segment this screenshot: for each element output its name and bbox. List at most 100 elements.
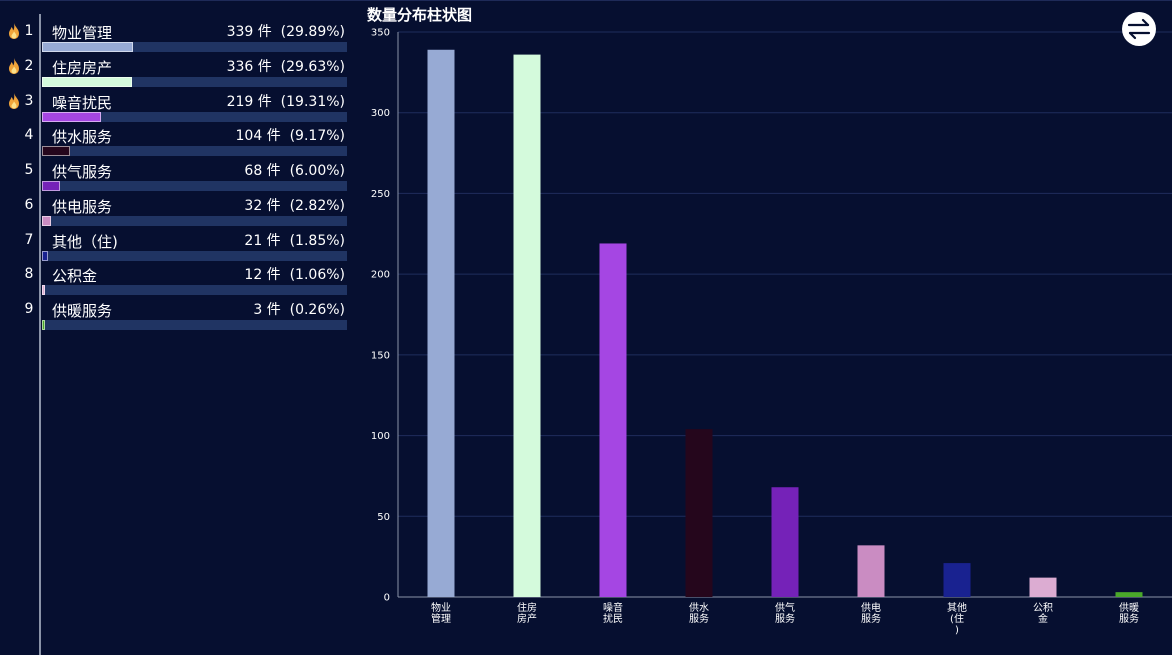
rank-progress-fill bbox=[42, 320, 45, 330]
rank-value: 104 件 (9.17%) bbox=[235, 128, 345, 145]
rank-progress-fill bbox=[42, 42, 134, 52]
rank-label: 供电服务 bbox=[52, 197, 113, 216]
rank-value: 68 件 (6.00%) bbox=[244, 163, 345, 179]
y-tick-label: 250 bbox=[371, 189, 390, 200]
rank-number: 4 bbox=[24, 127, 34, 144]
bar-9 bbox=[1115, 592, 1143, 597]
bar-1 bbox=[427, 49, 455, 597]
x-tick-label: 扰民 bbox=[603, 612, 623, 625]
x-tick-label: 其他 bbox=[947, 601, 967, 614]
rank-progress-track bbox=[42, 215, 347, 226]
rank-value: 21 件 (1.85%) bbox=[244, 232, 345, 249]
rank-value: 3 件 (0.26%) bbox=[253, 302, 345, 318]
rank-progress-track bbox=[42, 181, 347, 191]
rank-progress-track bbox=[42, 111, 347, 122]
rank-progress-fill bbox=[42, 76, 133, 87]
x-tick-label: 服务 bbox=[689, 612, 709, 625]
x-tick-label: 供暖 bbox=[1119, 601, 1139, 614]
rank-progress-fill bbox=[42, 181, 61, 191]
rank-row: 3 噪音扰民 219 件 (19.31%) bbox=[0, 82, 360, 122]
rank-label: 供暖服务 bbox=[52, 302, 113, 320]
x-tick-label: 物业 bbox=[431, 601, 451, 614]
x-tick-label: 供气 bbox=[775, 601, 795, 614]
x-tick-label: 公积 bbox=[1033, 602, 1053, 614]
rank-label: 物业管理 bbox=[52, 24, 113, 42]
rank-row: 2 住房房产 336 件 (29.63%) bbox=[0, 47, 360, 87]
rank-number: 1 bbox=[24, 23, 34, 39]
rank-label: 公积金 bbox=[52, 267, 98, 286]
rank-value: 336 件 (29.63%) bbox=[226, 58, 345, 75]
rank-progress-fill bbox=[42, 111, 101, 122]
rank-label: 住房房产 bbox=[52, 58, 113, 77]
rank-row: 5 供气服务 68 件 (6.00%) bbox=[0, 151, 360, 191]
bar-5 bbox=[771, 487, 799, 597]
list-divider bbox=[39, 14, 41, 655]
rank-label: 其他（住) bbox=[52, 232, 118, 251]
y-tick-label: 150 bbox=[371, 350, 390, 361]
rank-progress-track bbox=[42, 285, 347, 296]
rank-progress-track bbox=[42, 250, 347, 261]
rank-progress-track bbox=[42, 76, 347, 87]
y-tick-label: 300 bbox=[371, 108, 390, 119]
rank-value: 339 件 (29.89%) bbox=[226, 24, 345, 40]
rank-number: 8 bbox=[24, 266, 34, 283]
rank-row: 9 供暖服务 3 件 (0.26%) bbox=[0, 290, 360, 330]
rank-label: 噪音扰民 bbox=[52, 93, 113, 112]
rank-row: 1 物业管理 339 件 (29.89%) bbox=[0, 12, 360, 52]
x-tick-label: 供电 bbox=[861, 601, 881, 614]
bar-8 bbox=[1029, 577, 1057, 597]
bar-7 bbox=[943, 563, 971, 597]
rank-row: 8 公积金 12 件 (1.06%) bbox=[0, 255, 360, 296]
rank-value: 32 件 (2.82%) bbox=[244, 197, 345, 214]
rank-number: 3 bbox=[24, 92, 34, 109]
rank-progress-track bbox=[42, 146, 347, 157]
flame-icon bbox=[9, 23, 19, 39]
x-tick-label: (住 bbox=[950, 612, 964, 625]
rank-number: 2 bbox=[24, 57, 34, 74]
y-tick-label: 200 bbox=[371, 270, 390, 281]
rank-progress-track bbox=[42, 42, 347, 52]
ranking-list: 1 物业管理 339 件 (29.89%) 2 住房房产 336 件 (29.63%) 3 噪… bbox=[0, 0, 360, 655]
rank-progress-fill bbox=[42, 215, 51, 226]
rank-progress-track bbox=[42, 320, 347, 330]
x-tick-label: 噪音 bbox=[603, 601, 623, 614]
flame-icon bbox=[9, 57, 19, 74]
x-tick-label: 金 bbox=[1038, 612, 1048, 625]
rank-progress-fill bbox=[42, 146, 70, 157]
top-border bbox=[0, 0, 1172, 1]
rank-progress-fill bbox=[42, 250, 48, 261]
x-tick-label: 管理 bbox=[431, 612, 451, 625]
x-tick-label: 住房 bbox=[517, 601, 537, 614]
y-tick-label: 50 bbox=[377, 512, 390, 523]
chart-title: 数量分布柱状图 bbox=[367, 6, 473, 24]
x-tick-label: 服务 bbox=[861, 612, 881, 625]
y-tick-label: 350 bbox=[371, 28, 390, 39]
swap-arrows-icon bbox=[1127, 18, 1151, 40]
x-tick-label: 服务 bbox=[1119, 612, 1139, 625]
rank-number: 5 bbox=[24, 162, 34, 178]
rank-label: 供气服务 bbox=[52, 163, 113, 181]
bar-4 bbox=[685, 429, 713, 597]
x-tick-label: 服务 bbox=[775, 612, 795, 625]
x-tick-label: 房产 bbox=[517, 612, 537, 625]
toggle-chart-button[interactable] bbox=[1122, 12, 1156, 46]
bar-6 bbox=[857, 545, 885, 597]
rank-row: 6 供电服务 32 件 (2.82%) bbox=[0, 186, 360, 226]
x-tick-label: 供水 bbox=[689, 601, 709, 614]
y-tick-label: 0 bbox=[384, 593, 390, 604]
rank-number: 7 bbox=[24, 231, 34, 248]
rank-progress-fill bbox=[42, 285, 46, 296]
y-tick-label: 100 bbox=[371, 431, 390, 442]
rank-number: 6 bbox=[24, 196, 34, 213]
rank-value: 12 件 (1.06%) bbox=[244, 267, 345, 284]
rank-number: 9 bbox=[24, 301, 34, 317]
rank-row: 7 其他（住) 21 件 (1.85%) bbox=[0, 221, 360, 261]
rank-label: 供水服务 bbox=[52, 128, 113, 147]
flame-icon bbox=[9, 92, 19, 109]
bar-2 bbox=[513, 54, 541, 598]
rank-value: 219 件 (19.31%) bbox=[226, 93, 345, 110]
bar-3 bbox=[599, 243, 627, 597]
x-tick-label: ) bbox=[955, 625, 959, 636]
